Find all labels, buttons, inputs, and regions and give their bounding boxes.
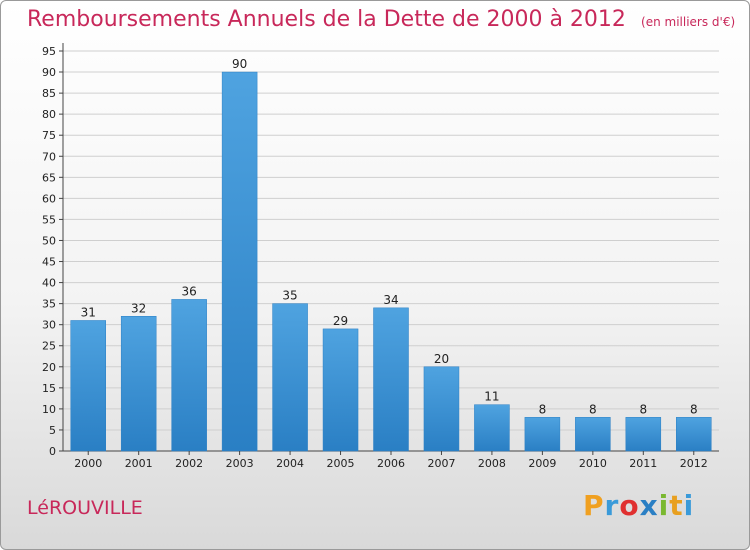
data-label: 34 xyxy=(383,293,398,307)
data-label: 8 xyxy=(639,402,647,416)
bar xyxy=(221,71,258,452)
x-tick-label: 2000 xyxy=(74,457,102,470)
x-tick-label: 2010 xyxy=(579,457,607,470)
data-label: 29 xyxy=(333,314,348,328)
x-tick-label: 2005 xyxy=(327,457,355,470)
y-tick-label: 55 xyxy=(42,213,56,226)
x-tick-label: 2001 xyxy=(125,457,153,470)
y-tick-label: 70 xyxy=(42,150,56,163)
bar xyxy=(625,417,662,452)
bar xyxy=(120,316,157,452)
y-tick-label: 15 xyxy=(42,382,56,395)
data-label: 31 xyxy=(81,305,96,319)
bar xyxy=(423,366,460,452)
x-tick-label: 2008 xyxy=(478,457,506,470)
y-tick-label: 25 xyxy=(42,340,56,353)
data-label: 35 xyxy=(282,289,297,303)
bar xyxy=(171,299,207,452)
bar xyxy=(474,404,510,452)
logo-letter: o xyxy=(619,489,640,522)
x-tick-label: 2003 xyxy=(226,457,254,470)
logo-letter: P xyxy=(583,489,605,522)
x-tick-label: 2011 xyxy=(629,457,657,470)
data-label: 11 xyxy=(484,390,499,404)
bar xyxy=(676,417,712,452)
y-tick-label: 80 xyxy=(42,108,56,121)
y-tick-label: 65 xyxy=(42,171,56,184)
commune-name: LéROUVILLE xyxy=(27,497,143,519)
y-tick-label: 40 xyxy=(42,277,56,290)
y-tick-label: 50 xyxy=(42,234,56,247)
data-label: 8 xyxy=(589,402,597,416)
y-tick-label: 60 xyxy=(42,192,56,205)
x-tick-label: 2009 xyxy=(528,457,556,470)
y-tick-label: 30 xyxy=(42,319,56,332)
bar xyxy=(575,417,611,452)
data-label: 36 xyxy=(182,284,197,298)
data-label: 90 xyxy=(232,57,247,71)
y-tick-label: 0 xyxy=(49,445,56,458)
data-label: 8 xyxy=(690,402,698,416)
proxiti-logo: Proxiti xyxy=(583,489,694,522)
x-tick-label: 2012 xyxy=(680,457,708,470)
bar xyxy=(322,328,359,452)
chart-title: Remboursements Annuels de la Dette de 20… xyxy=(27,7,626,32)
y-tick-label: 85 xyxy=(42,87,56,100)
logo-letter: i xyxy=(658,489,670,522)
x-tick-label: 2002 xyxy=(175,457,203,470)
y-tick-label: 20 xyxy=(42,361,56,374)
logo-letter: t xyxy=(669,489,684,522)
x-tick-label: 2007 xyxy=(427,457,455,470)
y-tick-label: 45 xyxy=(42,256,56,269)
y-tick-label: 90 xyxy=(42,66,56,79)
y-tick-label: 10 xyxy=(42,403,56,416)
logo-letter: r xyxy=(604,489,620,522)
bar xyxy=(70,320,106,452)
y-tick-label: 5 xyxy=(49,424,56,437)
data-label: 32 xyxy=(131,301,146,315)
y-tick-label: 75 xyxy=(42,129,56,142)
data-label: 20 xyxy=(434,352,449,366)
logo-letter: i xyxy=(683,489,695,522)
logo-letter: x xyxy=(639,489,659,522)
bar xyxy=(272,303,308,452)
title-row: Remboursements Annuels de la Dette de 20… xyxy=(27,7,735,32)
y-tick-label: 35 xyxy=(42,298,56,311)
bar xyxy=(524,417,561,452)
x-tick-label: 2006 xyxy=(377,457,405,470)
x-tick-label: 2004 xyxy=(276,457,304,470)
y-tick-label: 95 xyxy=(42,45,56,58)
bar xyxy=(373,307,409,452)
chart-subtitle: (en milliers d'€) xyxy=(641,15,736,29)
data-label: 8 xyxy=(539,402,547,416)
